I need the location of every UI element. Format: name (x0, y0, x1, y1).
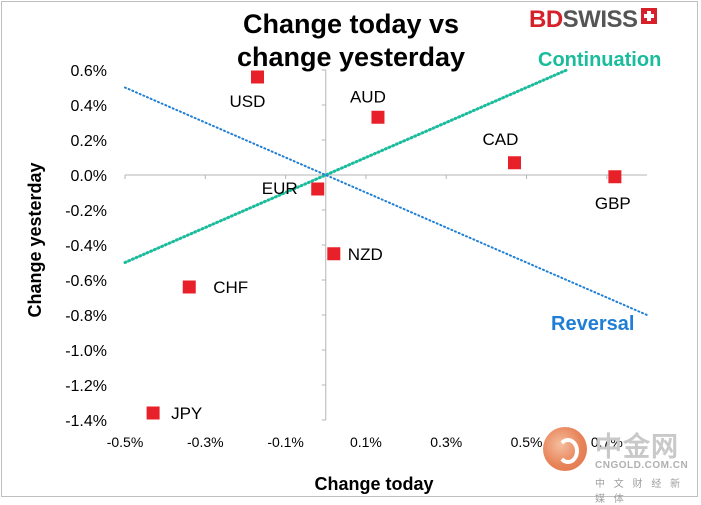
point-label-chf: CHF (213, 278, 248, 297)
x-tick-label: -0.3% (187, 434, 224, 450)
y-tick-label: -0.2% (65, 203, 107, 220)
point-cad (507, 156, 521, 170)
point-chf (182, 280, 196, 294)
y-tick-label: -0.4% (65, 238, 107, 255)
x-tick-label: -0.5% (107, 434, 144, 450)
chart-title-line-2: change yesterday (236, 42, 466, 72)
watermark: 中金网 CNGOLD.COM.CN 中 文 财 经 新 媒 体 (543, 425, 693, 505)
x-tick-label: -0.1% (267, 434, 304, 450)
point-nzd (327, 247, 341, 261)
continuation-line (123, 68, 569, 264)
x-tick-label: 0.7% (591, 434, 623, 450)
y-tick-label: 0.2% (71, 133, 107, 150)
x-tick-label: 0.5% (511, 434, 543, 450)
point-label-usd: USD (230, 92, 266, 111)
point-label-jpy: JPY (171, 404, 202, 423)
y-axis-title: Change yesterday (25, 162, 45, 317)
brand-logo: BD SWISS (529, 6, 657, 34)
y-tick-label: -0.6% (65, 273, 107, 290)
x-axis-title: Change today (314, 474, 433, 494)
y-tick-label: 0.4% (71, 98, 107, 115)
point-aud (371, 110, 385, 124)
x-tick-label: 0.1% (350, 434, 382, 450)
point-eur (311, 182, 325, 196)
point-label-eur: EUR (262, 179, 298, 198)
y-tick-label: 0.6% (71, 63, 107, 80)
reversal-line (124, 86, 648, 316)
point-usd (251, 70, 265, 84)
brand-logo-part-1: BD (529, 6, 563, 33)
y-tick-label: -1.4% (65, 413, 107, 430)
chart-title-line-1: Change today vs (242, 9, 460, 39)
y-tick-label: 0.0% (71, 168, 107, 185)
chart-frame (1, 1, 698, 497)
watermark-text: 中金网 (595, 432, 679, 462)
point-label-gbp: GBP (595, 194, 631, 213)
chart-title: Change today vs change yesterday (196, 8, 506, 74)
y-tick-label: -1.2% (65, 378, 107, 395)
point-gbp (608, 170, 622, 184)
continuation-label: Continuation (538, 49, 661, 71)
point-label-aud: AUD (350, 87, 386, 106)
brand-logo-part-2: SWISS (562, 6, 638, 33)
y-tick-label: -0.8% (65, 308, 107, 325)
watermark-subtitle: 中 文 财 经 新 媒 体 (595, 479, 684, 505)
point-label-cad: CAD (482, 130, 518, 149)
y-tick-label: -1.0% (65, 343, 107, 360)
x-tick-label: 0.3% (430, 434, 462, 450)
swiss-cross-icon (640, 8, 657, 24)
reversal-label: Reversal (551, 313, 634, 335)
point-jpy (146, 406, 160, 420)
watermark-logo-icon (543, 427, 587, 471)
point-label-nzd: NZD (348, 245, 383, 264)
watermark-site: CNGOLD.COM.CN (595, 460, 689, 471)
